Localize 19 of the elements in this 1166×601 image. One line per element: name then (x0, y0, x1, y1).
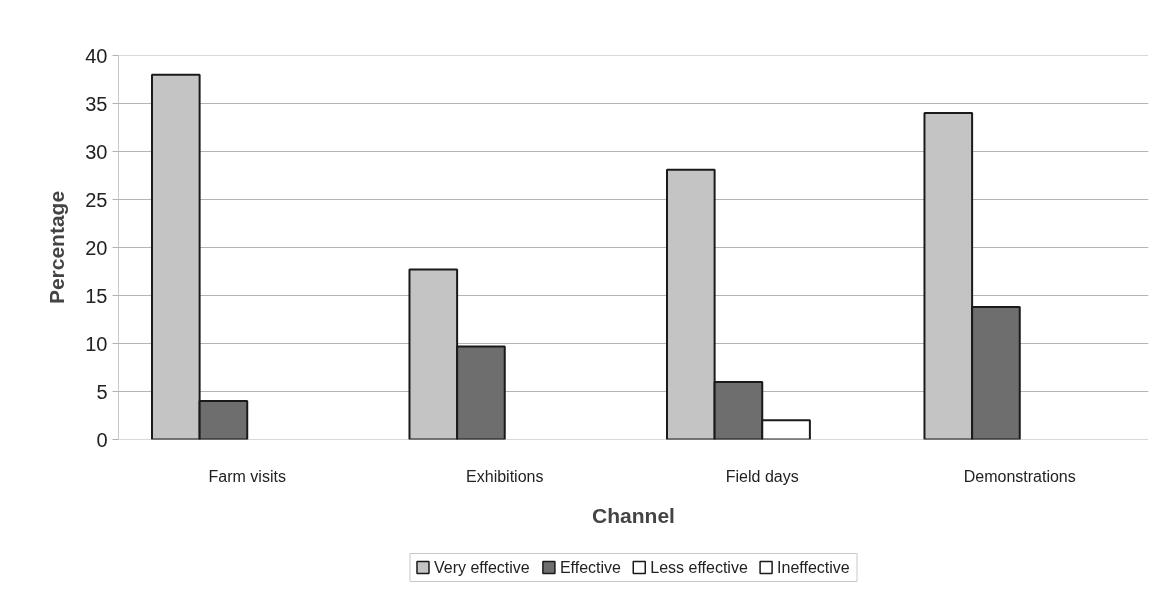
y-tick-label: 5 (96, 380, 108, 403)
legend-label: Effective (559, 559, 622, 576)
y-tick-label: 20 (85, 236, 108, 259)
x-tick-label: Farm visits (208, 467, 286, 485)
y-tick-label: 25 (85, 188, 108, 211)
x-axis-title: Channel (592, 503, 675, 527)
y-tick-label: 0 (96, 428, 108, 451)
y-tick-label: 35 (85, 92, 108, 115)
legend-label: Very effective (433, 559, 530, 576)
y-tick-label: 40 (85, 44, 108, 67)
y-tick-label: 15 (85, 284, 108, 307)
legend-label: Less effective (650, 559, 748, 576)
x-tick-label: Demonstrations (963, 467, 1076, 485)
y-tick-label: 10 (85, 332, 108, 355)
y-tick-label: 30 (85, 140, 108, 163)
y-axis-title: Percentage (45, 190, 69, 305)
x-tick-label: Field days (725, 467, 799, 485)
x-tick-label: Exhibitions (466, 467, 544, 485)
legend-label: Ineffective (777, 559, 850, 576)
